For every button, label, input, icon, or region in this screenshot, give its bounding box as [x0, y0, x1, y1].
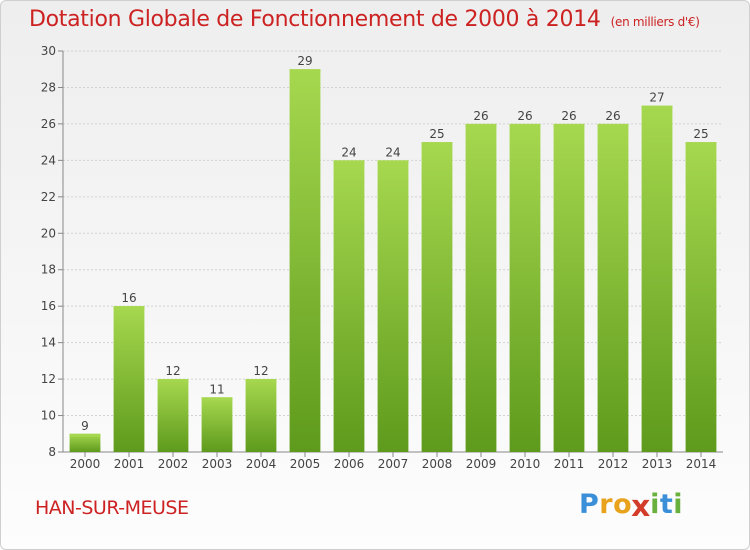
bar-top-highlight	[377, 160, 409, 164]
bar-value-label: 12	[253, 364, 268, 378]
x-tick-label: 2002	[158, 457, 189, 471]
bar-value-label: 12	[165, 364, 180, 378]
logo-letter: r	[599, 489, 614, 520]
x-tick-label: 2004	[246, 457, 277, 471]
bar	[201, 397, 233, 452]
bar	[69, 433, 101, 452]
bar-top-highlight	[465, 123, 497, 127]
x-tick-label: 2007	[378, 457, 409, 471]
logo-letter: i	[673, 489, 684, 520]
bar	[157, 379, 189, 452]
logo-letter: P	[579, 489, 600, 520]
y-tick-label: 28	[41, 80, 56, 94]
bar-value-label: 24	[385, 145, 400, 159]
bar	[113, 306, 145, 452]
logo-letter: x	[631, 489, 652, 524]
bar-value-label: 11	[209, 382, 224, 396]
bar-value-label: 27	[649, 91, 664, 105]
bar	[377, 160, 409, 452]
y-tick-label: 16	[41, 299, 56, 313]
y-tick-label: 30	[41, 44, 56, 58]
bar-top-highlight	[157, 379, 189, 383]
logo-letter: t	[659, 489, 674, 520]
bar-top-highlight	[553, 123, 585, 127]
bar-value-label: 26	[517, 109, 532, 123]
x-tick-label: 2001	[114, 457, 145, 471]
title-text: Dotation Globale de Fonctionnement de 20…	[29, 7, 601, 32]
bar	[509, 123, 541, 452]
x-tick-label: 2003	[202, 457, 233, 471]
y-tick-label: 18	[41, 263, 56, 277]
y-tick-label: 10	[41, 409, 56, 423]
bar-top-highlight	[641, 105, 673, 109]
y-tick-label: 22	[41, 190, 56, 204]
x-tick-label: 2010	[510, 457, 541, 471]
x-tick-label: 2011	[554, 457, 585, 471]
bar	[245, 379, 277, 452]
bar-value-label: 29	[297, 54, 312, 68]
logo-letter: i	[650, 489, 660, 520]
bar-top-highlight	[685, 142, 717, 146]
bar-value-label: 26	[605, 109, 620, 123]
y-tick-label: 24	[41, 153, 56, 167]
x-tick-label: 2008	[422, 457, 453, 471]
bar-value-label: 26	[473, 109, 488, 123]
x-tick-label: 2000	[70, 457, 101, 471]
x-tick-label: 2013	[642, 457, 673, 471]
bar-top-highlight	[113, 306, 145, 310]
bar-top-highlight	[421, 142, 453, 146]
place-name: HAN-SUR-MEUSE	[35, 497, 189, 519]
bar-value-label: 25	[693, 127, 708, 141]
y-tick-label: 20	[41, 226, 56, 240]
y-tick-label: 26	[41, 117, 56, 131]
logo-letter: o	[613, 489, 633, 520]
bar-top-highlight	[597, 123, 629, 127]
bar-top-highlight	[69, 433, 101, 437]
labels: 8 10 12 14 16 18 20 22 24 26 28 30 9 2000 16 2001 12 2002…	[41, 44, 717, 471]
bar	[641, 105, 673, 452]
bar	[333, 160, 365, 452]
y-tick-label: 14	[41, 336, 56, 350]
bar-top-highlight	[245, 379, 277, 383]
bar-top-highlight	[509, 123, 541, 127]
bar	[553, 123, 585, 452]
bar	[465, 123, 497, 452]
y-tick-label: 8	[48, 445, 56, 459]
bar-top-highlight	[201, 397, 233, 401]
bar-value-label: 26	[561, 109, 576, 123]
bar	[597, 123, 629, 452]
x-tick-label: 2006	[334, 457, 365, 471]
unit-label: (en milliers d'€)	[610, 15, 700, 29]
x-tick-label: 2005	[290, 457, 321, 471]
bar-top-highlight	[289, 69, 321, 73]
x-tick-label: 2014	[686, 457, 717, 471]
x-tick-label: 2009	[466, 457, 497, 471]
proxiti-logo: Proxiti	[579, 489, 684, 524]
x-tick-label: 2012	[598, 457, 629, 471]
y-tick-label: 12	[41, 372, 56, 386]
bar	[685, 142, 717, 453]
bar-value-label: 24	[341, 145, 356, 159]
bar-value-label: 16	[121, 291, 136, 305]
bar-top-highlight	[333, 160, 365, 164]
chart-title: Dotation Globale de Fonctionnement de 20…	[29, 7, 700, 32]
bar-value-label: 9	[81, 419, 89, 433]
bar-value-label: 25	[429, 127, 444, 141]
bars	[69, 69, 717, 453]
bar	[289, 69, 321, 453]
bar	[421, 142, 453, 453]
